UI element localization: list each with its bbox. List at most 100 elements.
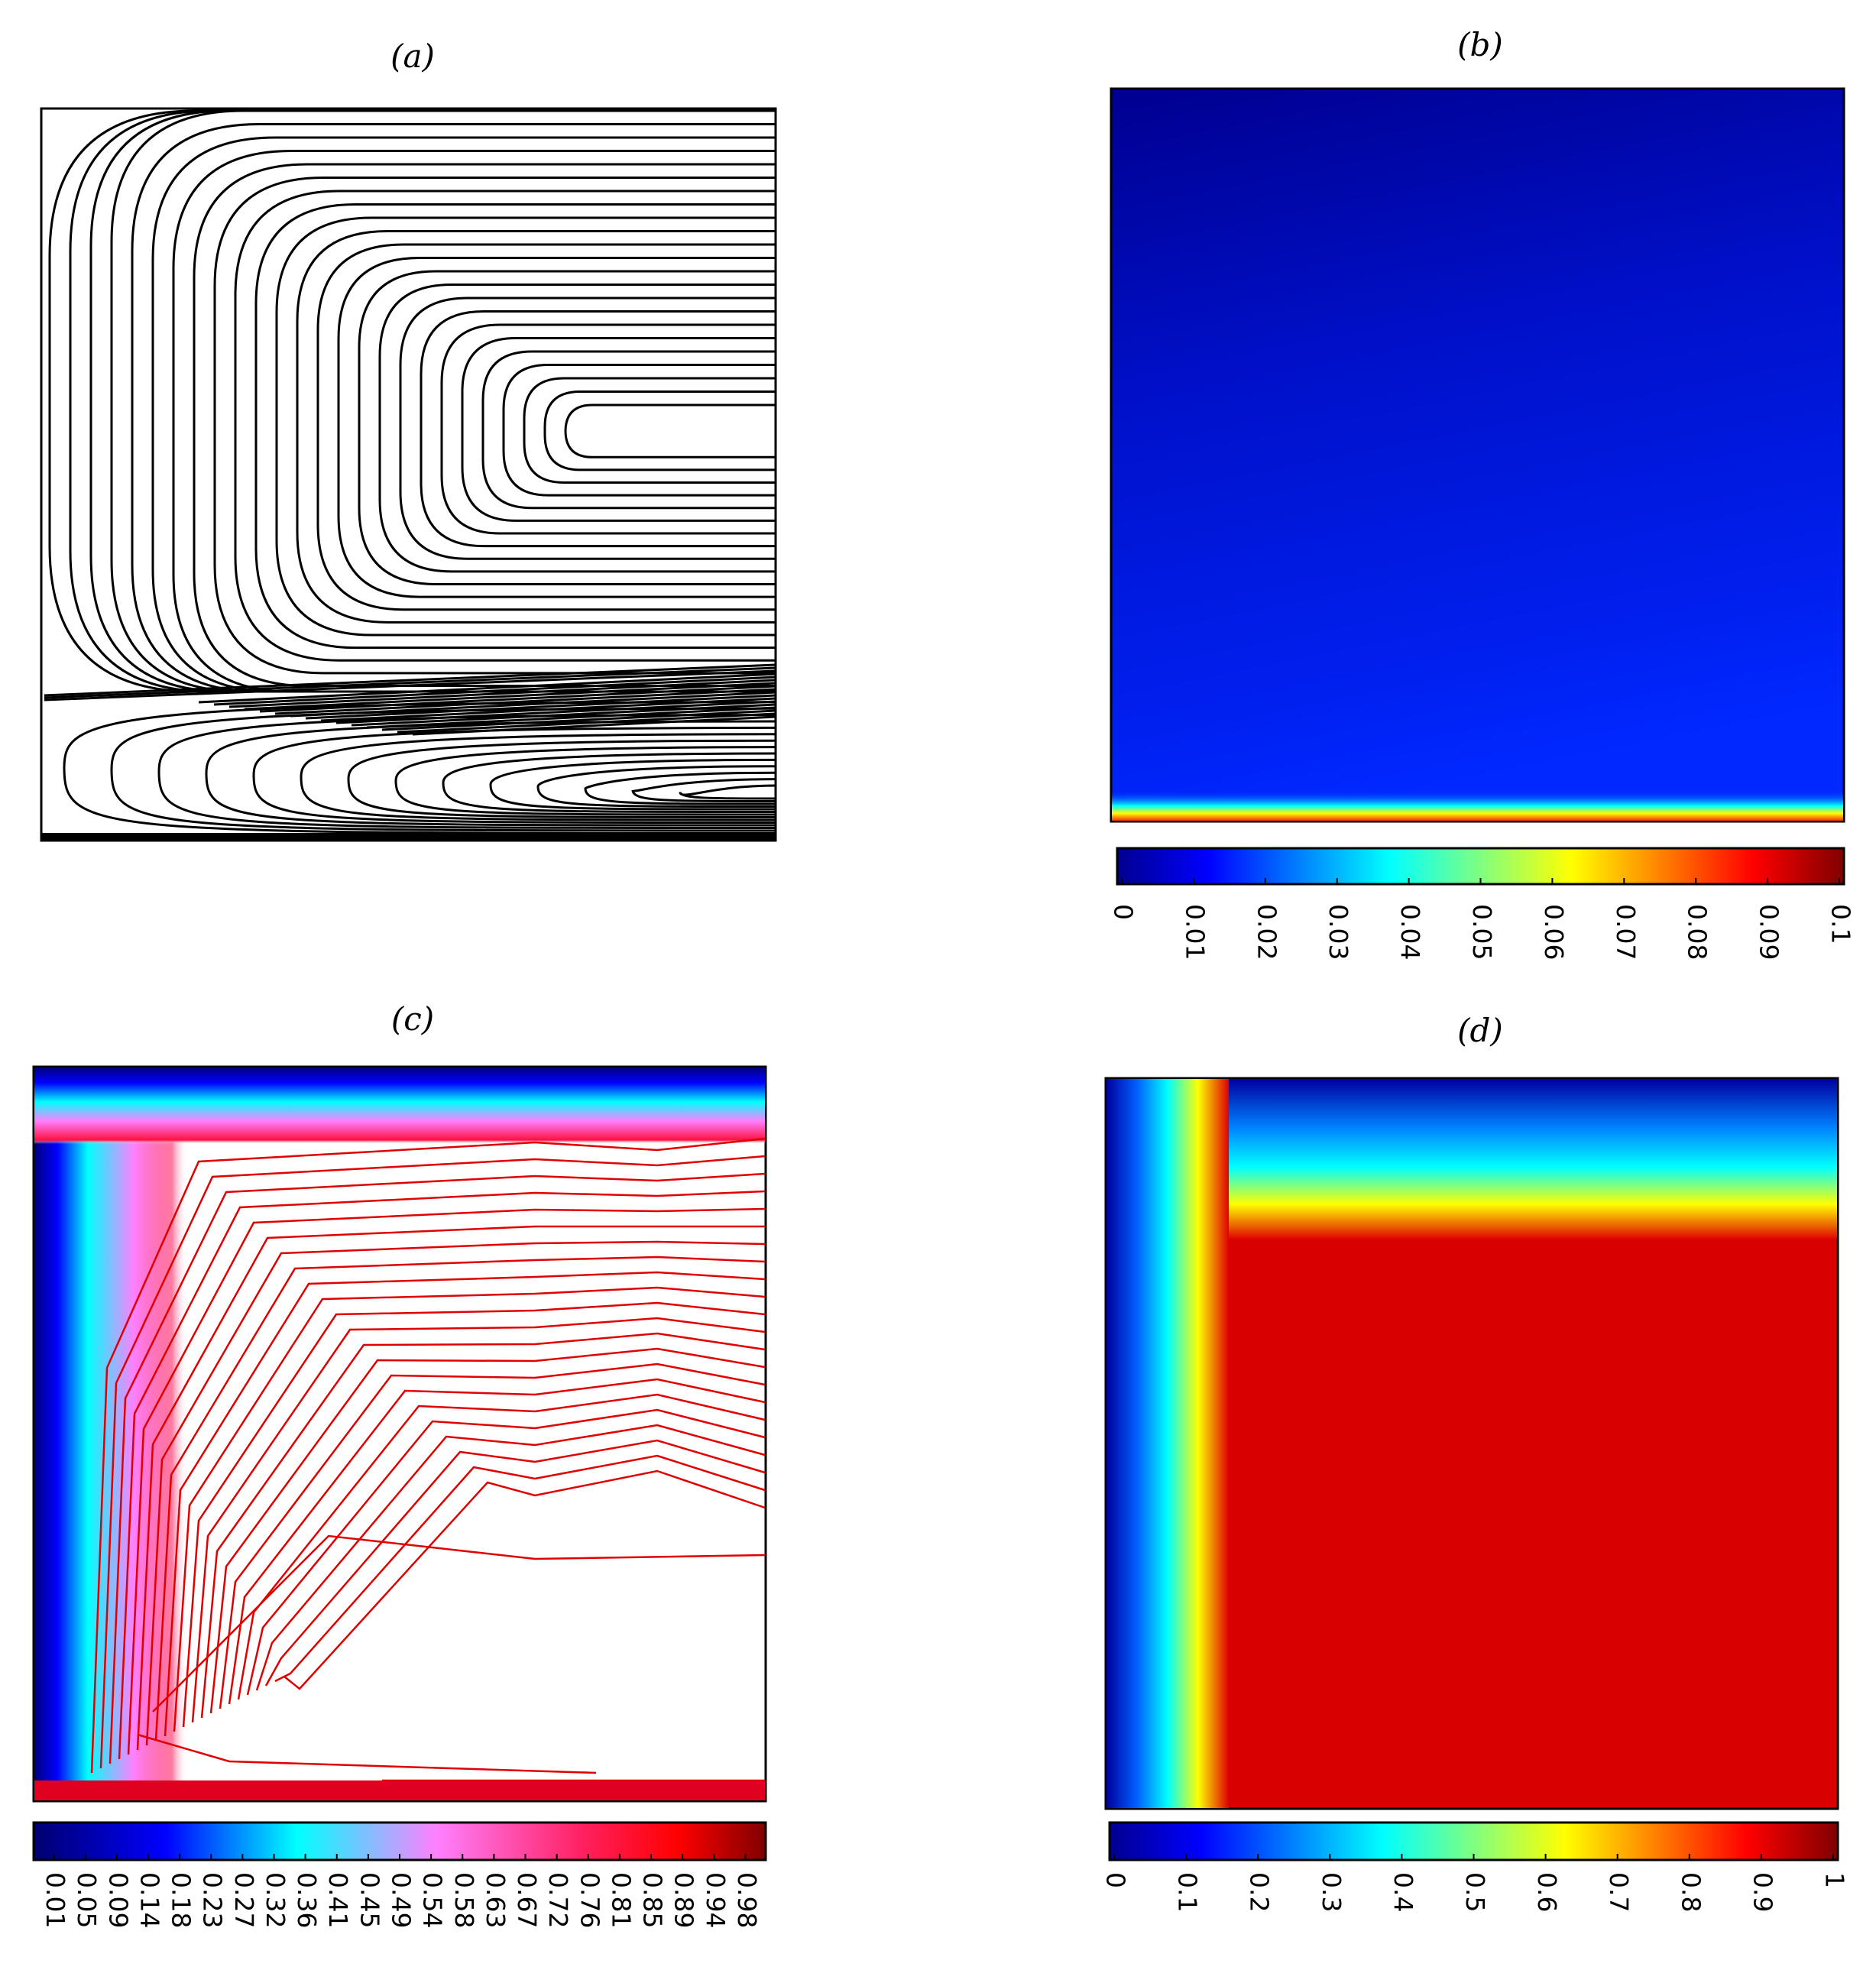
contour-line: [164, 1271, 766, 1737]
contour-line: [481, 350, 776, 510]
contour-line: [337, 257, 776, 598]
colorbar-tick-label: 0.54: [418, 1872, 448, 1928]
colorbar-tick-label: 0.89: [669, 1872, 699, 1928]
contour-line: [182, 1301, 766, 1728]
contour-line: [44, 663, 776, 697]
colorbar-tick-label: 0.01: [41, 1872, 70, 1928]
panel-label: (c): [391, 1000, 434, 1038]
colorbar-tick-label: 0.06: [1539, 904, 1569, 960]
contour-line: [461, 337, 776, 522]
contour-line: [173, 1286, 766, 1732]
contour-line: [213, 676, 776, 706]
colorbar-tick-label: 0.85: [638, 1872, 668, 1928]
contour-line: [137, 1534, 766, 1782]
colorbar-tick-label: 0.72: [543, 1872, 573, 1928]
colorbar-tick-label: 0.1: [1173, 1872, 1203, 1912]
contour-line: [110, 109, 776, 693]
contour-line: [127, 1207, 766, 1755]
contour-line: [489, 758, 776, 811]
contour-line: [228, 1378, 766, 1705]
contour-line: [320, 697, 776, 722]
contour-line: [191, 1317, 766, 1723]
contour-line: [234, 190, 776, 662]
colorbar-tick-label: 0.27: [229, 1872, 259, 1928]
contour-line: [69, 109, 776, 693]
contour-line: [523, 377, 776, 484]
colorbar-tick-label: 0.36: [292, 1872, 322, 1928]
colorbar-tick-label: 0.3: [1317, 1872, 1346, 1912]
contour-line: [109, 1172, 766, 1764]
colorbar-tick-label: 1: [1820, 1872, 1850, 1888]
contour-line: [536, 765, 776, 808]
colorbar-tick-label: 0.5: [1460, 1872, 1490, 1912]
contour-line: [274, 688, 776, 715]
colorbar-tick-label: 0.32: [261, 1872, 290, 1928]
contour-line: [264, 1439, 766, 1686]
contour-line: [198, 672, 776, 704]
contour-line: [259, 685, 776, 713]
colorbar-tick-label: 0.09: [1754, 904, 1784, 960]
contour-line: [151, 136, 776, 693]
colorbar-tick-label: 0.41: [323, 1872, 353, 1928]
colorbar-tick-label: 0.4: [1388, 1872, 1418, 1912]
colorbar-tick-label: 0.09: [103, 1872, 133, 1928]
colorbar-tick-label: 0.18: [167, 1872, 196, 1928]
contour-line: [300, 733, 776, 821]
contour-line: [290, 691, 776, 718]
contour-line: [145, 1240, 766, 1746]
contour-line: [200, 1332, 766, 1719]
contour-line: [246, 1408, 766, 1696]
contour-line: [193, 163, 776, 687]
colorbar-tick-label: 0.49: [387, 1872, 416, 1928]
contour-line: [90, 1137, 766, 1774]
contour-line: [136, 1225, 765, 1751]
contour-line: [44, 669, 776, 701]
colorbar-tick-label: 0: [1101, 1872, 1131, 1888]
contour-line: [213, 177, 776, 675]
contour-line: [442, 752, 776, 813]
contour-line: [255, 1424, 766, 1691]
contour-line: [99, 1155, 766, 1769]
contour-line: [397, 712, 776, 734]
contour-line: [44, 666, 776, 699]
colorbar-tick-label: 0.02: [1252, 904, 1281, 960]
contour-line: [89, 109, 776, 693]
panel-label: (b): [1457, 26, 1503, 63]
colorbar-tick-label: 0.6: [1532, 1872, 1562, 1912]
contour-line: [237, 1393, 766, 1700]
colorbar-tick-label: 0.23: [198, 1872, 228, 1928]
contour-line: [296, 230, 776, 624]
contour-line: [131, 123, 776, 693]
panel-label: (a): [390, 37, 435, 75]
contour-line: [118, 1190, 766, 1760]
colorbar-tick-label: 0.05: [72, 1872, 102, 1928]
contour-line: [219, 1362, 766, 1709]
colorbar-tick-label: 0.76: [575, 1872, 604, 1928]
contour-line: [420, 310, 776, 548]
panel-c: [32, 1065, 767, 1803]
colorbar-tick-label: 0.67: [512, 1872, 542, 1928]
contour-line: [335, 700, 776, 724]
colorbar-tick-label: 0.8: [1676, 1872, 1706, 1912]
colorbar-tick-label: 0.63: [481, 1872, 510, 1928]
colorbar-tick-label: 0.7: [1604, 1872, 1634, 1912]
contour-line: [378, 284, 776, 573]
contour-line: [275, 216, 776, 637]
contour-line: [412, 715, 776, 736]
colorbar-tick-label: 0: [1109, 904, 1139, 920]
contour-line: [502, 364, 776, 497]
contour-line: [631, 778, 776, 802]
colorbar-tick-label: 0.98: [732, 1872, 762, 1928]
contour-line: [543, 390, 776, 471]
colorbar-tick-label: 0.03: [1324, 904, 1353, 960]
panel-label: (d): [1457, 1012, 1503, 1049]
colorbar-tick-label: 0.07: [1611, 904, 1641, 960]
contour-line: [48, 109, 776, 693]
contour-line: [358, 270, 776, 585]
contour-line: [254, 203, 776, 650]
colorbar-tick-label: 0.08: [1683, 904, 1712, 960]
contour-line: [366, 706, 776, 729]
panel-b: [1110, 87, 1845, 823]
colorbar-tick-label: 0.58: [449, 1872, 479, 1928]
